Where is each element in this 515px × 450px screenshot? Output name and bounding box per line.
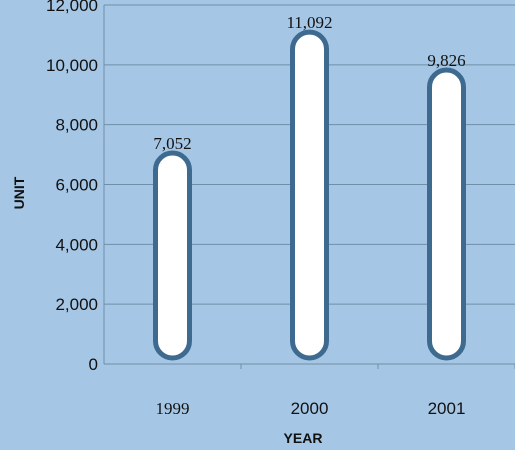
x-axis-title: YEAR <box>284 430 323 446</box>
x-tick-label-2000: 2000 <box>291 399 329 418</box>
y-tick-label: 2,000 <box>55 295 98 314</box>
data-label-1999: 7,052 <box>153 134 191 153</box>
bar-1999 <box>153 150 192 361</box>
y-tick-label: 4,000 <box>55 235 98 254</box>
bar-2001 <box>427 67 466 361</box>
y-tick-label: 12,000 <box>46 0 98 15</box>
x-tick-label-2001: 2001 <box>428 399 466 418</box>
x-tick-label-1999: 1999 <box>156 399 190 418</box>
bars <box>153 29 466 361</box>
labels: 0 2,000 4,000 6,000 8,000 10,000 12,000 1999 7,0… <box>46 0 466 418</box>
y-tick-label: 8,000 <box>55 116 98 135</box>
bar-2000 <box>290 29 329 361</box>
data-label-2001: 9,826 <box>427 51 465 70</box>
y-tick-label: 6,000 <box>55 176 98 195</box>
y-axis-title: UNIT <box>11 176 27 209</box>
axes <box>103 5 515 369</box>
y-tick-label: 0 <box>89 355 98 374</box>
data-label-2000: 11,092 <box>286 13 332 32</box>
y-tick-label: 10,000 <box>46 56 98 75</box>
